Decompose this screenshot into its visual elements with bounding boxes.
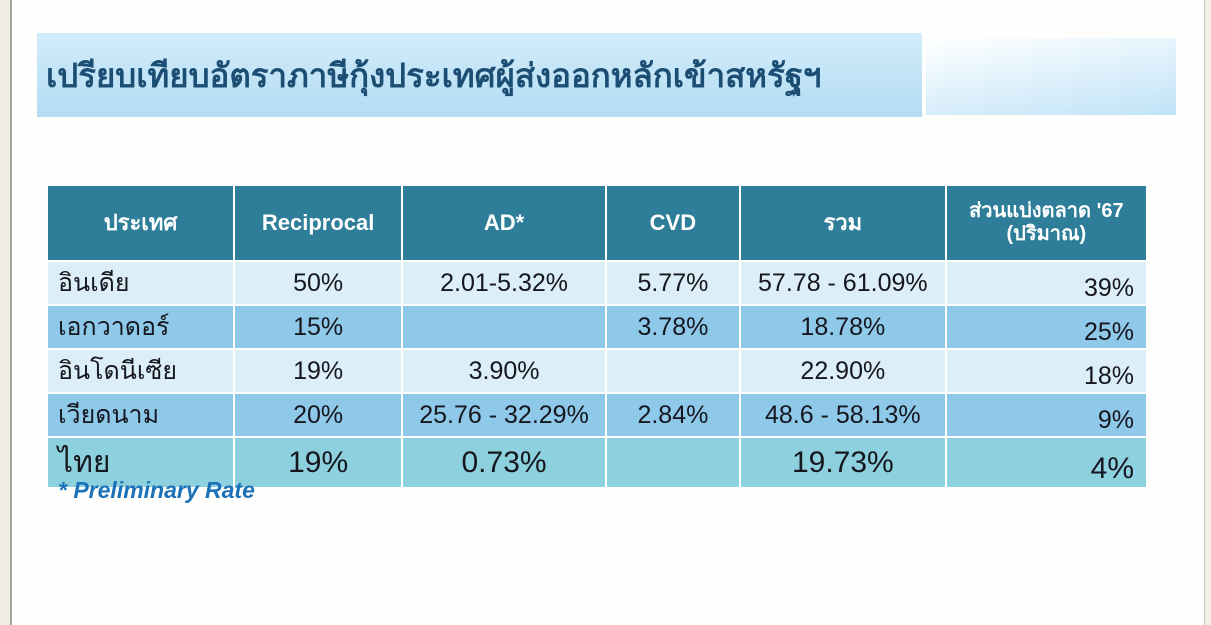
tariff-table: ประเทศ Reciprocal AD* CVD รวม ส่วนแบ่งตล… <box>46 184 1149 489</box>
cell-country: เอกวาดอร์ <box>46 304 235 350</box>
cell-share: 25% <box>944 304 1149 350</box>
col-header-market-share-line1: ส่วนแบ่งตลาด '67 <box>969 200 1124 222</box>
cell-share: 18% <box>944 348 1149 394</box>
col-header-market-share-line2: (ปริมาณ) <box>1006 223 1087 245</box>
cell-reciprocal: 20% <box>232 392 404 438</box>
cell-share: 4% <box>944 436 1149 489</box>
cell-ad: 2.01-5.32% <box>401 260 607 306</box>
cell-country: อินโดนีเซีย <box>46 348 235 394</box>
cell-ad: 3.90% <box>401 348 607 394</box>
col-header-country: ประเทศ <box>46 184 235 262</box>
cell-ad: 25.76 - 32.29% <box>401 392 607 438</box>
cell-reciprocal: 19% <box>232 348 404 394</box>
viewer-left-edge <box>0 0 12 625</box>
table-row-indonesia: อินโดนีเซีย 19% 3.90% 22.90% 18% <box>46 348 1149 394</box>
cell-reciprocal: 19% <box>232 436 404 489</box>
table-row-thailand: ไทย 19% 0.73% 19.73% 4% <box>46 436 1149 489</box>
cell-ad <box>401 304 607 350</box>
table-header-row: ประเทศ Reciprocal AD* CVD รวม ส่วนแบ่งตล… <box>46 184 1149 262</box>
cell-cvd <box>604 348 741 394</box>
table-row-india: อินเดีย 50% 2.01-5.32% 5.77% 57.78 - 61.… <box>46 260 1149 306</box>
page-title: เปรียบเทียบอัตราภาษีกุ้งประเทศผู้ส่งออกห… <box>46 56 822 94</box>
col-header-market-share: ส่วนแบ่งตลาด '67 (ปริมาณ) <box>944 184 1149 262</box>
col-header-ad: AD* <box>401 184 607 262</box>
cell-cvd: 3.78% <box>604 304 741 350</box>
col-header-cvd: CVD <box>604 184 741 262</box>
table-row-vietnam: เวียดนาม 20% 25.76 - 32.29% 2.84% 48.6 -… <box>46 392 1149 438</box>
cell-total: 19.73% <box>738 436 947 489</box>
cell-country: เวียดนาม <box>46 392 235 438</box>
cell-cvd: 2.84% <box>604 392 741 438</box>
cell-share: 39% <box>944 260 1149 306</box>
cell-cvd: 5.77% <box>604 260 741 306</box>
cell-reciprocal: 15% <box>232 304 404 350</box>
cell-country: ไทย <box>46 436 235 489</box>
cell-total: 48.6 - 58.13% <box>738 392 947 438</box>
cell-share: 9% <box>944 392 1149 438</box>
cell-reciprocal: 50% <box>232 260 404 306</box>
col-header-total: รวม <box>738 184 947 262</box>
cell-cvd <box>604 436 741 489</box>
cell-total: 57.78 - 61.09% <box>738 260 947 306</box>
col-header-reciprocal: Reciprocal <box>232 184 404 262</box>
footnote: * Preliminary Rate <box>58 477 255 503</box>
title-accent-shape <box>926 38 1176 115</box>
cell-ad: 0.73% <box>401 436 607 489</box>
cell-country: อินเดีย <box>46 260 235 306</box>
cell-total: 18.78% <box>738 304 947 350</box>
cell-total: 22.90% <box>738 348 947 394</box>
viewer-right-edge <box>1204 0 1211 625</box>
table-row-ecuador: เอกวาดอร์ 15% 3.78% 18.78% 25% <box>46 304 1149 350</box>
slide-title-bar: เปรียบเทียบอัตราภาษีกุ้งประเทศผู้ส่งออกห… <box>37 33 922 117</box>
